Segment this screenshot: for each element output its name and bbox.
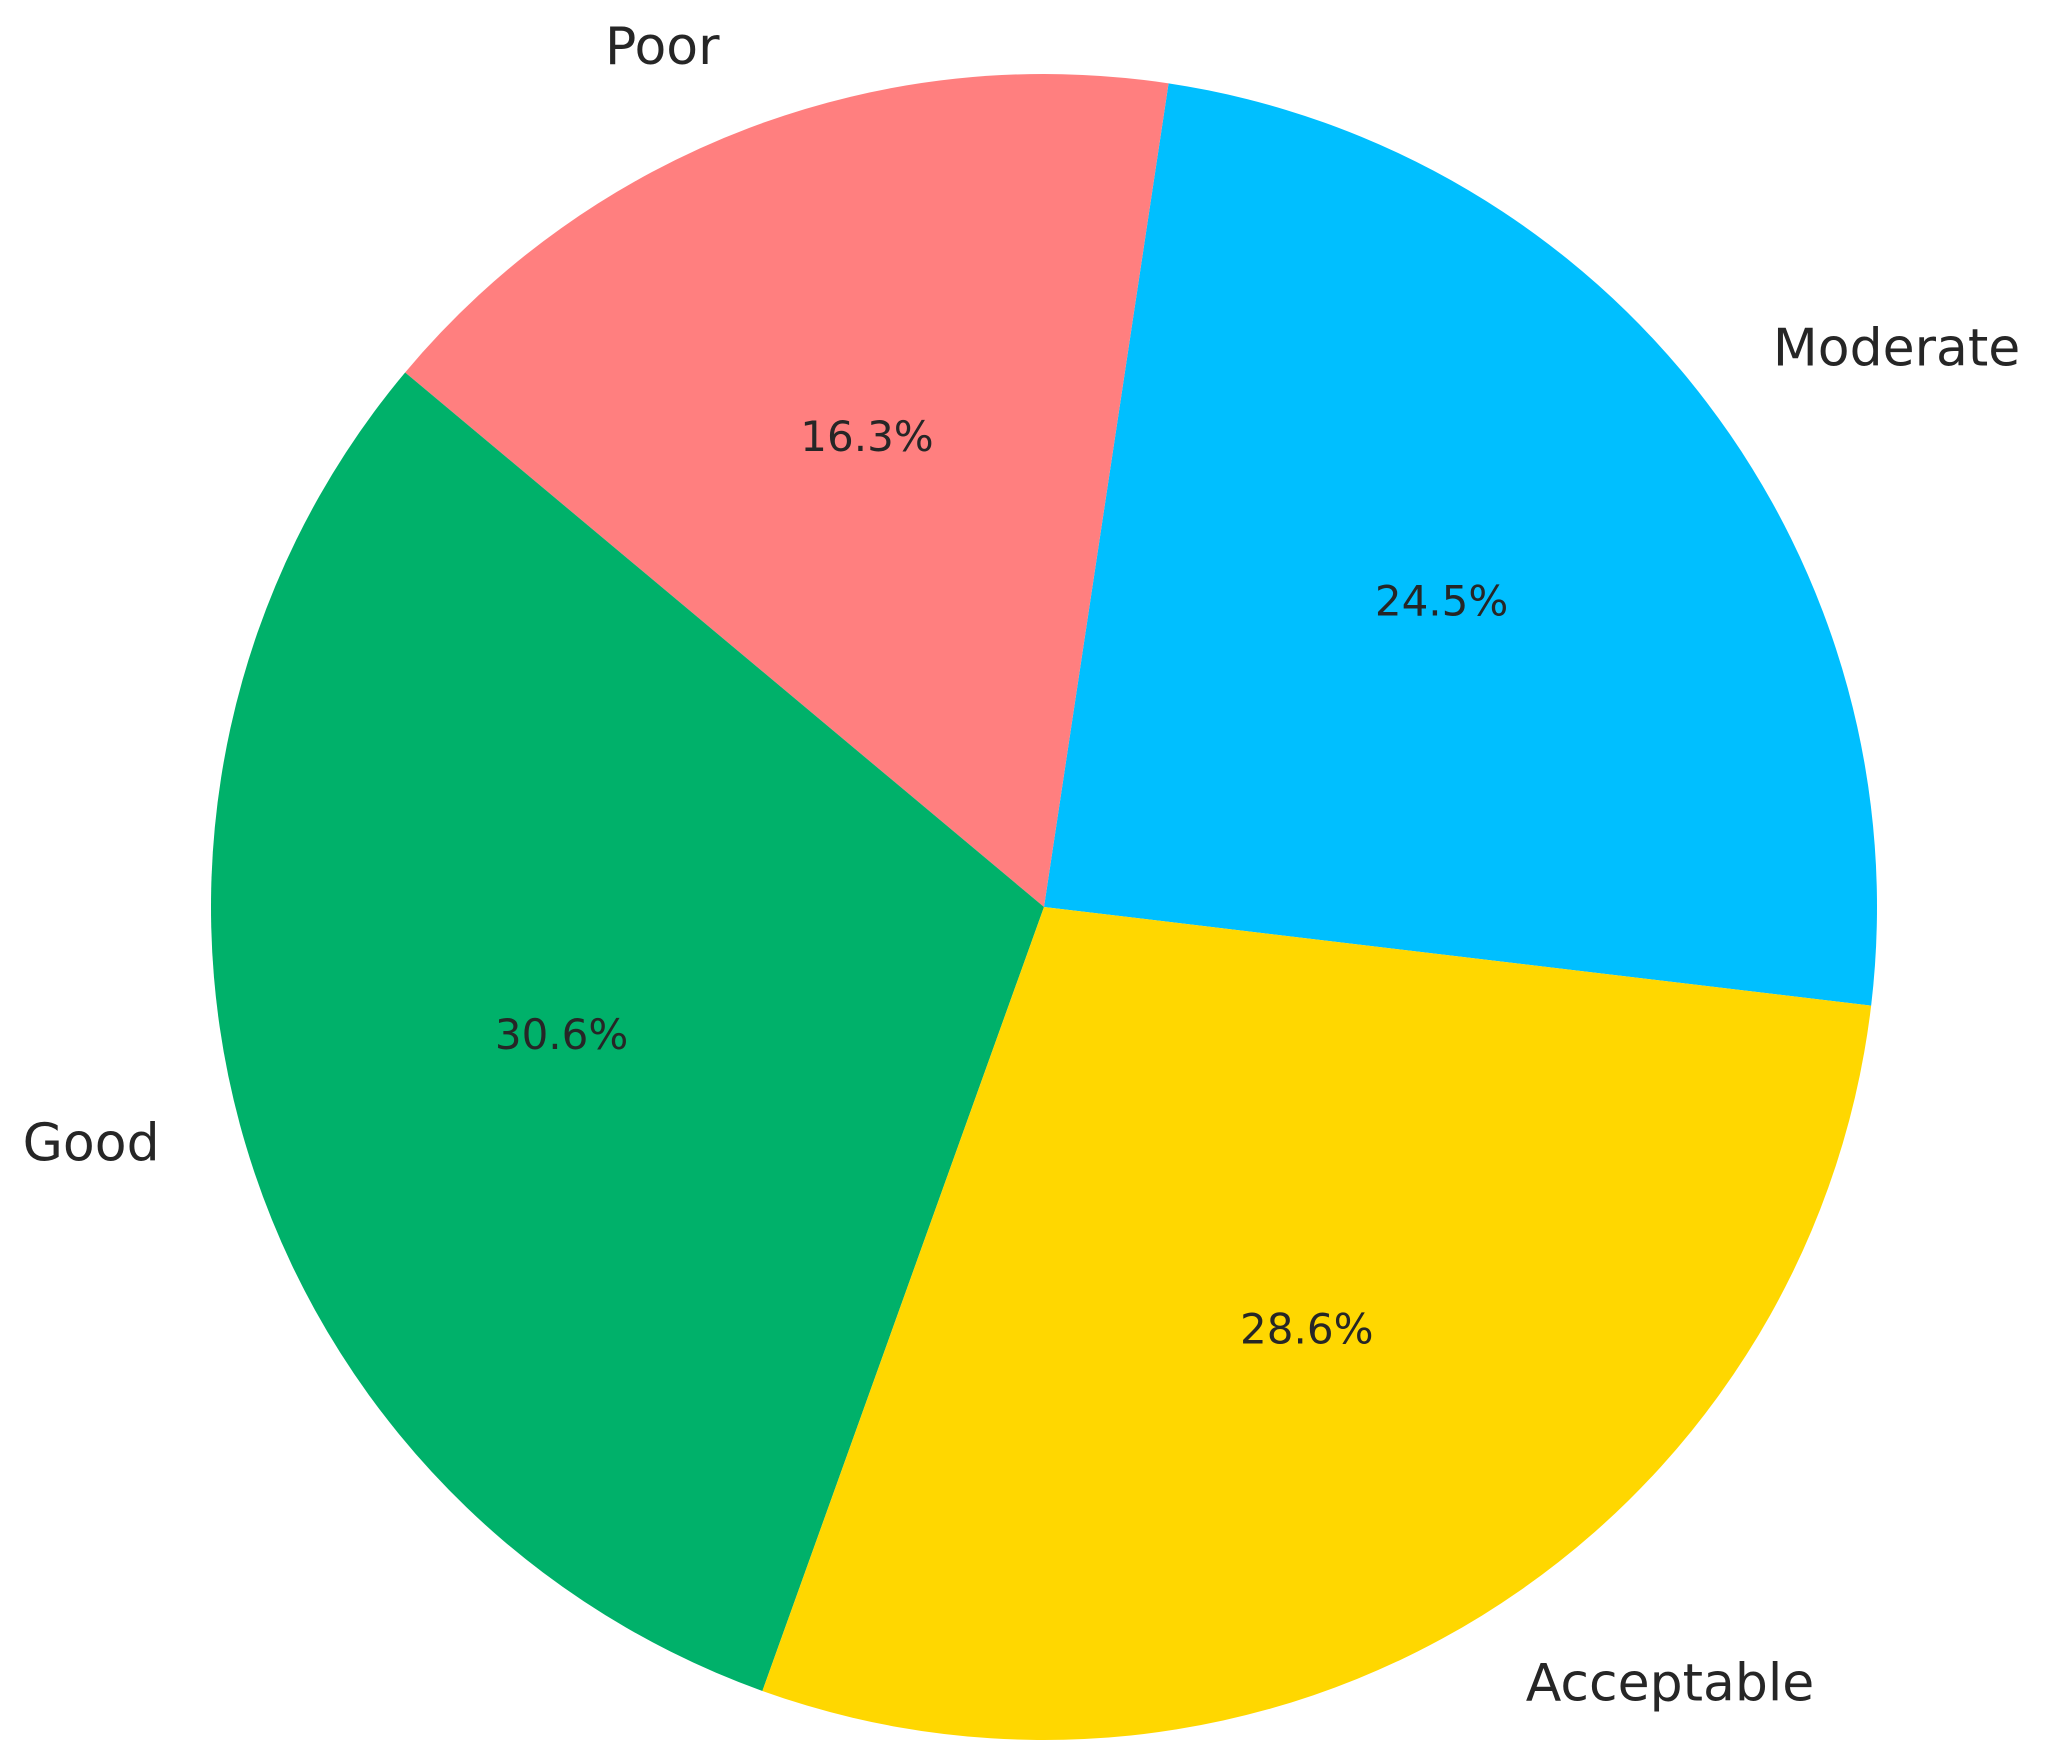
slice-label: Good: [23, 1114, 160, 1174]
pie-slice: [762, 907, 1872, 1740]
pie-slice: [210, 372, 1045, 1691]
value-label: 24.5%: [1375, 577, 1508, 626]
slice-label: Moderate: [1773, 319, 2020, 379]
value-label: 30.6%: [495, 1010, 628, 1059]
value-label: 16.3%: [800, 412, 933, 461]
pie-slice: [1044, 83, 1877, 1006]
value-label: 28.6%: [1240, 1305, 1373, 1354]
pie-slice: [405, 74, 1169, 908]
slice-label: Poor: [605, 17, 720, 77]
slice-label: Acceptable: [1526, 1653, 1815, 1713]
